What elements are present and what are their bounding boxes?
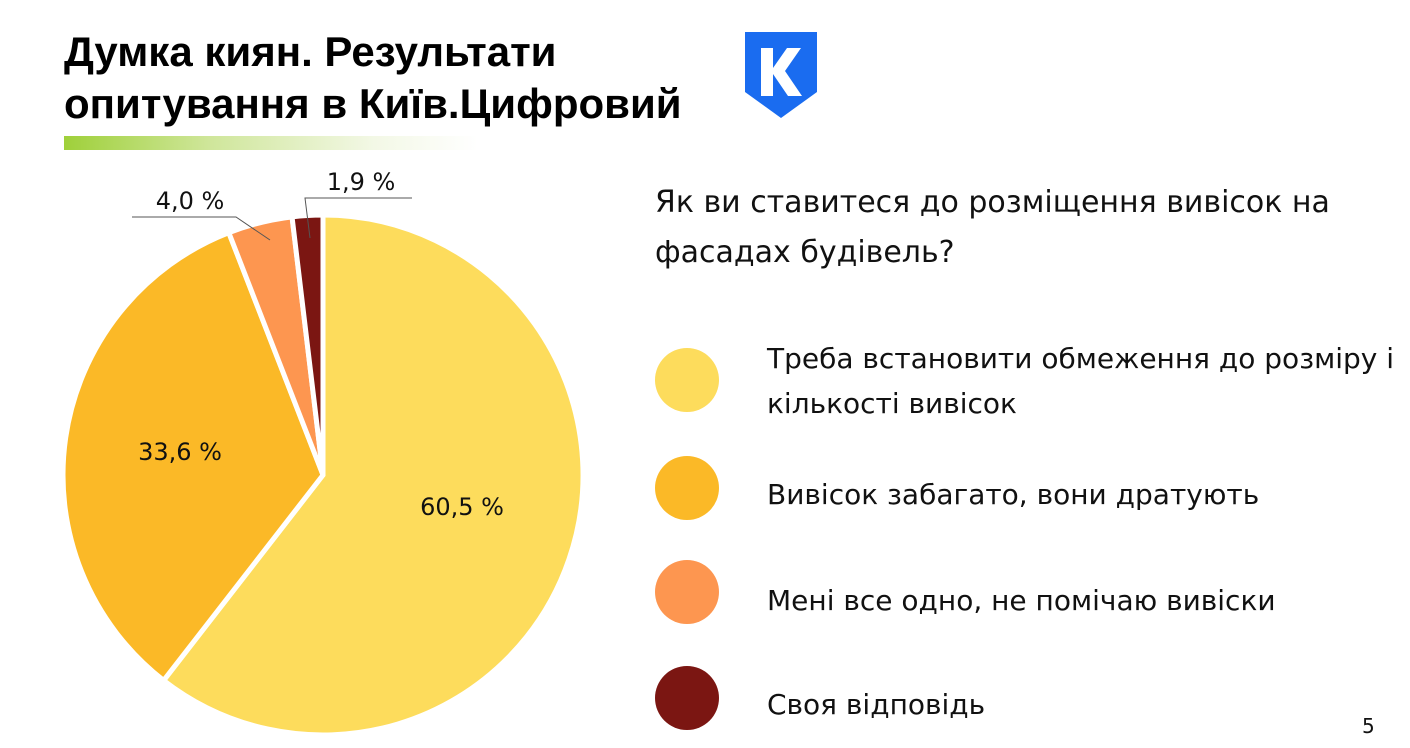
legend-swatch-2	[655, 456, 719, 520]
legend-swatch-4	[655, 666, 719, 730]
leader-line-4	[304, 197, 412, 239]
legend-label-2: Вивісок забагато, вони дратують	[767, 478, 1260, 511]
kyiv-digital-logo-icon	[745, 32, 817, 118]
leader-line-3	[132, 216, 271, 241]
title-underline-bar	[64, 136, 478, 150]
pie-slice-2	[60, 230, 326, 683]
page-title: Думка киян. Результати опитування в Київ…	[64, 26, 724, 130]
page-title-line-2: опитування в Київ.Цифровий	[64, 80, 682, 127]
data-label-1: 60,5 %	[420, 493, 504, 521]
data-label-4: 1,9 %	[327, 168, 396, 196]
legend-label-1: Треба встановити обмеження до розміру і …	[767, 342, 1395, 420]
pie-chart: 60,5 % 33,6 % 4,0 % 1,9 %	[60, 168, 586, 738]
page-title-line-1: Думка киян. Результати	[64, 28, 557, 75]
data-label-2: 33,6 %	[138, 438, 222, 466]
legend-swatch-3	[655, 560, 719, 624]
data-label-3: 4,0 %	[156, 187, 225, 215]
legend-label-3: Мені все одно, не помічаю вивіски	[767, 584, 1276, 617]
logo-k-letter	[761, 48, 802, 96]
page-number: 5	[1362, 714, 1375, 738]
legend-label-4: Своя відповідь	[767, 688, 986, 721]
pie-slice-1	[161, 212, 586, 738]
survey-question: Як ви ставитеся до розміщення вивісок на…	[655, 185, 1330, 270]
legend-swatch-1	[655, 348, 719, 412]
